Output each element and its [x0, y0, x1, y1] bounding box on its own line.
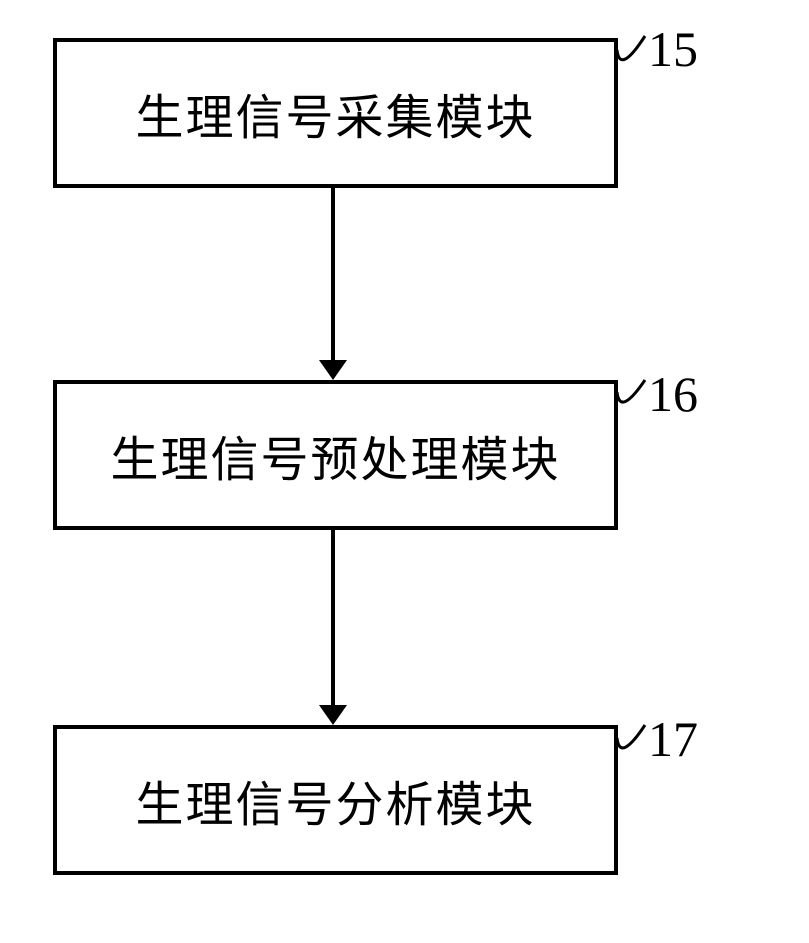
ref-label-15: 15: [648, 20, 698, 78]
arrow-head-icon: [319, 360, 347, 380]
flow-node-label: 生理信号预处理模块: [110, 420, 560, 490]
flowchart-canvas: 生理信号采集模块 15 生理信号预处理模块 16 生理信号分析模块 17: [0, 0, 809, 943]
flow-node-n3: 生理信号分析模块: [53, 725, 618, 875]
flow-node-n2: 生理信号预处理模块: [53, 380, 618, 530]
arrow-shaft: [331, 188, 335, 362]
arrow-head-icon: [319, 705, 347, 725]
flow-node-n1: 生理信号采集模块: [53, 38, 618, 188]
ref-label-17: 17: [648, 710, 698, 768]
ref-label-16: 16: [648, 365, 698, 423]
arrow-shaft: [331, 530, 335, 707]
flow-node-label: 生理信号分析模块: [135, 765, 535, 835]
flow-node-label: 生理信号采集模块: [135, 78, 535, 148]
